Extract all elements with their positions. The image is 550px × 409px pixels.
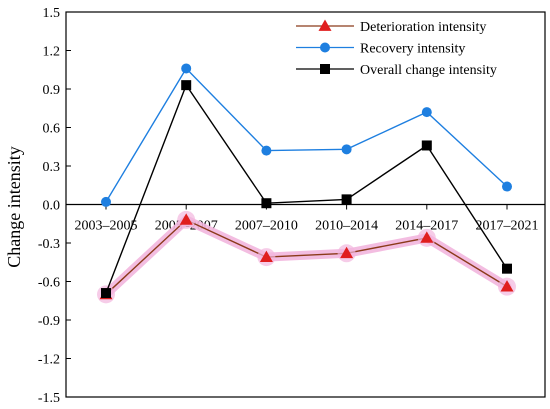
legend-item-recovery-intensity: Recovery intensity	[296, 42, 465, 57]
legend-marker	[320, 64, 330, 74]
legend-item-overall-change-intensity: Overall change intensity	[296, 63, 497, 78]
data-point	[261, 145, 272, 156]
y-tick-label: 0.9	[43, 83, 61, 98]
data-point	[421, 107, 432, 118]
data-point	[179, 213, 193, 225]
x-category-labels: 2003–20052005–20072007–20102010–20142014…	[75, 219, 539, 234]
data-point	[101, 196, 111, 207]
data-point	[341, 194, 352, 205]
y-tick-label: 0.3	[43, 160, 61, 175]
data-point	[181, 80, 192, 91]
data-point	[341, 144, 352, 155]
x-category-label: 2007–2010	[235, 219, 298, 234]
y-tick-label: -0.3	[38, 237, 60, 252]
y-tick-label: 1.2	[43, 45, 61, 60]
series-overall-change-intensity	[101, 80, 512, 299]
x-category-label: 2017–2021	[476, 219, 539, 234]
legend-marker	[318, 19, 332, 31]
data-point	[340, 246, 354, 259]
x-category-label: 2003–2005	[75, 219, 138, 234]
x-category-label: 2010–2014	[315, 219, 378, 234]
y-tick-label: -0.6	[38, 276, 60, 291]
legend: Deterioration intensity Recovery intensit…	[296, 19, 497, 78]
data-point	[261, 198, 272, 209]
y-axis-ticks: 1.5 1.2 0.9 0.6 0.3 0.0 -0.3 -0.6 -0.9 -1.2 -1.5	[38, 6, 71, 406]
series-layer	[97, 63, 516, 304]
data-point	[500, 280, 514, 292]
legend-label: Deterioration intensity	[360, 20, 486, 35]
data-point	[502, 263, 512, 274]
series-line	[105, 219, 508, 295]
series-line	[105, 67, 508, 203]
data-point	[420, 231, 434, 243]
series-recovery-intensity	[101, 63, 512, 207]
data-point	[101, 288, 111, 299]
y-tick-label: -1.5	[38, 391, 60, 406]
legend-label: Recovery intensity	[360, 42, 465, 57]
y-tick-label: -0.9	[38, 314, 60, 329]
data-point	[421, 140, 432, 151]
data-point	[181, 63, 192, 74]
x-category-label: 2014–2017	[395, 219, 458, 234]
y-tick-label: 0.6	[43, 122, 61, 137]
y-tick-label: -1.2	[38, 353, 60, 368]
legend-label: Overall change intensity	[360, 63, 497, 78]
y-tick-label: 0.0	[43, 199, 61, 214]
legend-item-deterioration-intensity: Deterioration intensity	[296, 19, 486, 35]
y-axis-title: Change intensity	[4, 146, 24, 267]
series-line	[105, 83, 508, 294]
data-point	[259, 250, 273, 262]
data-point	[502, 181, 512, 192]
y-tick-label: 1.5	[43, 6, 61, 21]
legend-marker	[320, 42, 330, 53]
